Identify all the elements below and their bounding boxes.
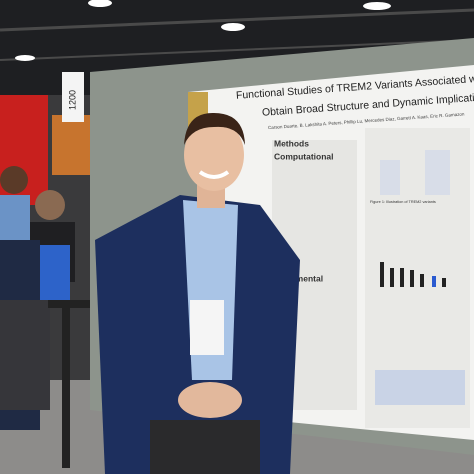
figure-bar — [410, 270, 414, 287]
table-leg — [62, 308, 70, 468]
hands — [178, 382, 242, 418]
sign-number: 1200 — [67, 90, 77, 110]
figure-bar — [380, 262, 384, 287]
section-heading: Computational — [274, 151, 334, 161]
table — [48, 300, 93, 308]
figure-bar — [432, 276, 436, 287]
pants — [150, 420, 260, 474]
light — [363, 2, 391, 10]
figure-bar — [390, 268, 394, 287]
person-head — [0, 166, 28, 194]
smile — [198, 170, 230, 179]
figure-caption: Figure 1: Illustration of TREM2 variants — [370, 200, 436, 204]
figure-bar — [420, 274, 424, 287]
figure-plot — [375, 370, 465, 405]
figure-image — [425, 150, 450, 195]
hair — [184, 112, 245, 145]
person-body — [0, 195, 30, 245]
truss — [0, 39, 474, 61]
figure-image — [380, 160, 400, 195]
face — [184, 119, 244, 191]
sign-board — [62, 72, 84, 122]
section-heading: Methods — [274, 138, 309, 148]
chair — [0, 300, 50, 410]
light — [88, 0, 112, 7]
truss — [0, 8, 474, 32]
light — [221, 23, 245, 31]
name-badge — [190, 300, 224, 355]
section-heading: rimental — [290, 273, 323, 283]
figure-bar — [400, 268, 404, 287]
figure-bar — [442, 278, 446, 287]
orange-panel — [52, 115, 92, 175]
light — [15, 55, 35, 61]
person-head — [35, 190, 65, 220]
